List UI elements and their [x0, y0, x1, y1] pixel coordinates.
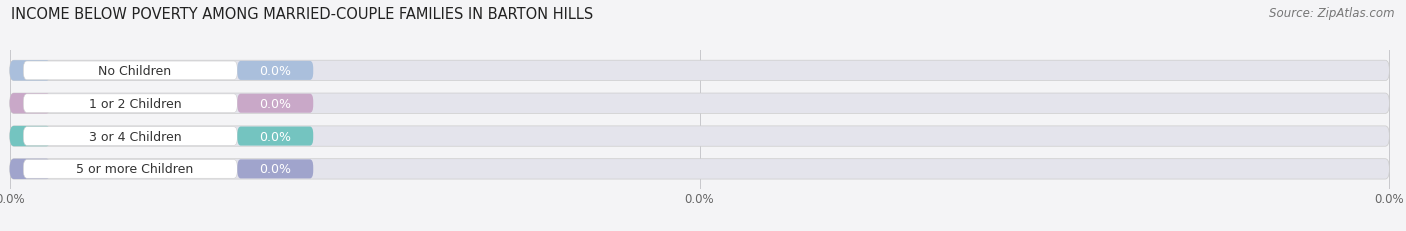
- FancyBboxPatch shape: [238, 160, 314, 179]
- Text: 0.0%: 0.0%: [259, 163, 291, 176]
- FancyBboxPatch shape: [24, 160, 238, 179]
- FancyBboxPatch shape: [10, 159, 51, 179]
- FancyBboxPatch shape: [238, 94, 314, 113]
- Text: 0.0%: 0.0%: [259, 65, 291, 78]
- Text: 1 or 2 Children: 1 or 2 Children: [89, 97, 181, 110]
- FancyBboxPatch shape: [10, 159, 1389, 179]
- Text: Source: ZipAtlas.com: Source: ZipAtlas.com: [1270, 7, 1395, 20]
- Text: INCOME BELOW POVERTY AMONG MARRIED-COUPLE FAMILIES IN BARTON HILLS: INCOME BELOW POVERTY AMONG MARRIED-COUPL…: [11, 7, 593, 22]
- FancyBboxPatch shape: [10, 126, 51, 147]
- FancyBboxPatch shape: [10, 61, 1389, 81]
- Text: 3 or 4 Children: 3 or 4 Children: [89, 130, 181, 143]
- FancyBboxPatch shape: [24, 62, 238, 80]
- FancyBboxPatch shape: [238, 62, 314, 81]
- Text: 5 or more Children: 5 or more Children: [76, 163, 194, 176]
- FancyBboxPatch shape: [10, 126, 1389, 147]
- Text: 0.0%: 0.0%: [259, 130, 291, 143]
- Text: No Children: No Children: [98, 65, 172, 78]
- FancyBboxPatch shape: [10, 61, 51, 81]
- FancyBboxPatch shape: [24, 127, 238, 146]
- FancyBboxPatch shape: [10, 94, 51, 114]
- FancyBboxPatch shape: [238, 127, 314, 146]
- FancyBboxPatch shape: [24, 94, 238, 113]
- Text: 0.0%: 0.0%: [259, 97, 291, 110]
- FancyBboxPatch shape: [10, 94, 1389, 114]
